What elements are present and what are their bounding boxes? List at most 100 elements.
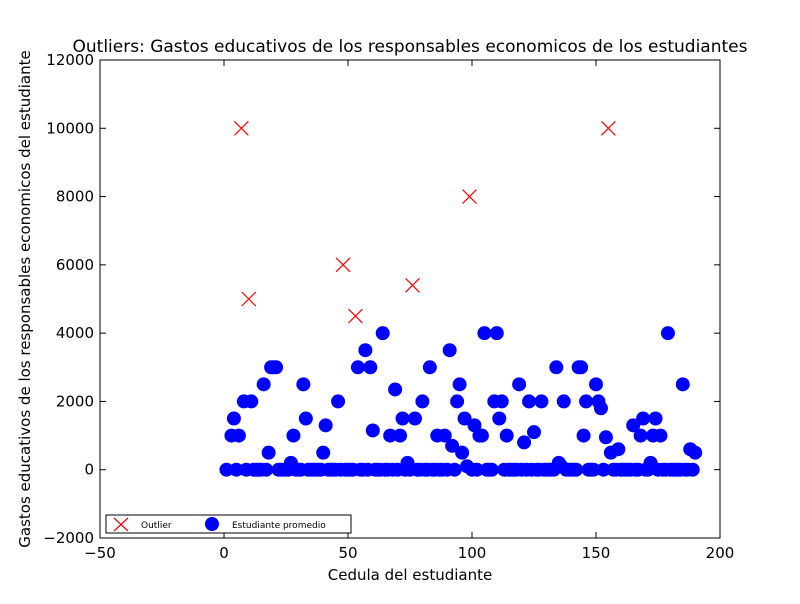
data-point-estudiante [261, 445, 276, 460]
x-axis-label: Cedula del estudiante [328, 566, 492, 584]
data-point-estudiante [457, 411, 472, 426]
data-point-estudiante [499, 428, 514, 443]
data-point-estudiante [445, 438, 460, 453]
data-point-estudiante [447, 462, 462, 477]
data-point-estudiante [388, 382, 403, 397]
x-tick-label: 150 [582, 544, 611, 562]
data-point-estudiante [455, 445, 470, 460]
legend-frame [105, 514, 352, 534]
data-point-estudiante [648, 411, 663, 426]
data-point-outlier [348, 308, 363, 324]
data-point-estudiante [474, 428, 489, 443]
data-point-estudiante [484, 462, 499, 477]
data-point-estudiante [633, 428, 648, 443]
data-point-estudiante [556, 394, 571, 409]
data-point-estudiante [259, 462, 274, 477]
data-point-estudiante [685, 462, 700, 477]
data-point-estudiante [393, 428, 408, 443]
legend-outlier-label: Outlier [141, 521, 172, 531]
x-tick-label: 50 [338, 544, 357, 562]
y-tick-label: 8000 [56, 188, 94, 206]
data-point-estudiante [452, 377, 467, 392]
series-layer [219, 120, 703, 477]
data-point-estudiante [318, 418, 333, 433]
data-point-estudiante [365, 423, 380, 438]
data-point-estudiante [611, 442, 626, 457]
plot-marks [219, 120, 703, 477]
data-point-estudiante [442, 343, 457, 358]
legend-outlier-marker [113, 517, 129, 532]
data-point-estudiante [437, 428, 452, 443]
data-point-outlier [233, 120, 249, 136]
data-point-estudiante [586, 462, 601, 477]
data-point-estudiante [636, 411, 651, 426]
data-point-estudiante [589, 377, 603, 392]
data-point-estudiante [626, 418, 641, 433]
data-point-estudiante [494, 394, 509, 409]
ticks-layer: −50 0 50 100 150 200 −2000 0 2000 4000 6000 8000 100… [43, 51, 734, 562]
data-point-estudiante [574, 360, 589, 375]
x-tick-label: −50 [84, 544, 116, 562]
data-point-estudiante [522, 394, 537, 409]
data-point-estudiante [569, 462, 584, 477]
data-point-estudiante [219, 462, 234, 477]
outlier-stroke [405, 277, 420, 293]
data-point-estudiante [256, 377, 271, 392]
data-point-outlier [241, 291, 257, 307]
data-point-outlier [462, 189, 477, 204]
data-point-estudiante [375, 326, 390, 341]
data-point-estudiante [660, 326, 675, 341]
data-point-estudiante [675, 377, 690, 392]
y-tick-label: −2000 [43, 529, 94, 547]
data-point-estudiante [576, 428, 591, 443]
data-point-estudiante [383, 428, 398, 443]
x-tick-label: 100 [458, 544, 487, 562]
y-tick-label: 6000 [56, 256, 94, 274]
data-point-estudiante [316, 445, 331, 460]
outlier-stroke [233, 120, 249, 136]
legend: Outlier Estudiante promedio [105, 514, 352, 534]
data-point-estudiante [688, 445, 703, 460]
data-point-estudiante [269, 360, 284, 375]
data-point-estudiante [298, 411, 313, 426]
data-point-estudiante [489, 326, 504, 341]
outlier-stroke [462, 189, 477, 204]
y-axis-label: Gastos educativos de los responsables ec… [16, 50, 34, 547]
data-point-estudiante [231, 428, 246, 443]
data-point-estudiante [579, 394, 594, 409]
data-point-estudiante [363, 360, 378, 375]
data-point-estudiante [331, 394, 346, 409]
data-point-estudiante [512, 377, 527, 392]
chart-title: Outliers: Gastos educativos de los respo… [73, 37, 748, 57]
data-point-outlier [405, 277, 420, 293]
data-point-estudiante [358, 343, 373, 358]
data-point-estudiante [517, 435, 532, 450]
data-point-estudiante [244, 394, 259, 409]
data-point-estudiante [226, 411, 241, 426]
data-point-estudiante [422, 360, 437, 375]
outlier-stroke [348, 308, 363, 324]
data-point-estudiante [350, 360, 365, 375]
data-point-estudiante [598, 430, 613, 445]
data-point-estudiante [477, 326, 492, 341]
data-point-estudiante [415, 394, 430, 409]
data-point-estudiante [653, 428, 668, 443]
legend-average-marker [205, 517, 219, 531]
data-point-estudiante [286, 428, 301, 443]
data-point-outlier [600, 120, 616, 136]
data-point-outlier [335, 257, 351, 273]
data-point-estudiante [229, 462, 244, 477]
y-tick-label: 12000 [46, 51, 94, 69]
data-point-estudiante [395, 411, 410, 426]
outlier-stroke [335, 257, 351, 273]
y-tick-label: 0 [84, 461, 94, 479]
legend-average-label: Estudiante promedio [232, 521, 326, 531]
data-point-estudiante [407, 411, 422, 426]
data-point-estudiante [534, 394, 549, 409]
data-point-estudiante [450, 394, 465, 409]
y-tick-label: 4000 [56, 324, 94, 342]
y-tick-label: 10000 [46, 119, 94, 137]
